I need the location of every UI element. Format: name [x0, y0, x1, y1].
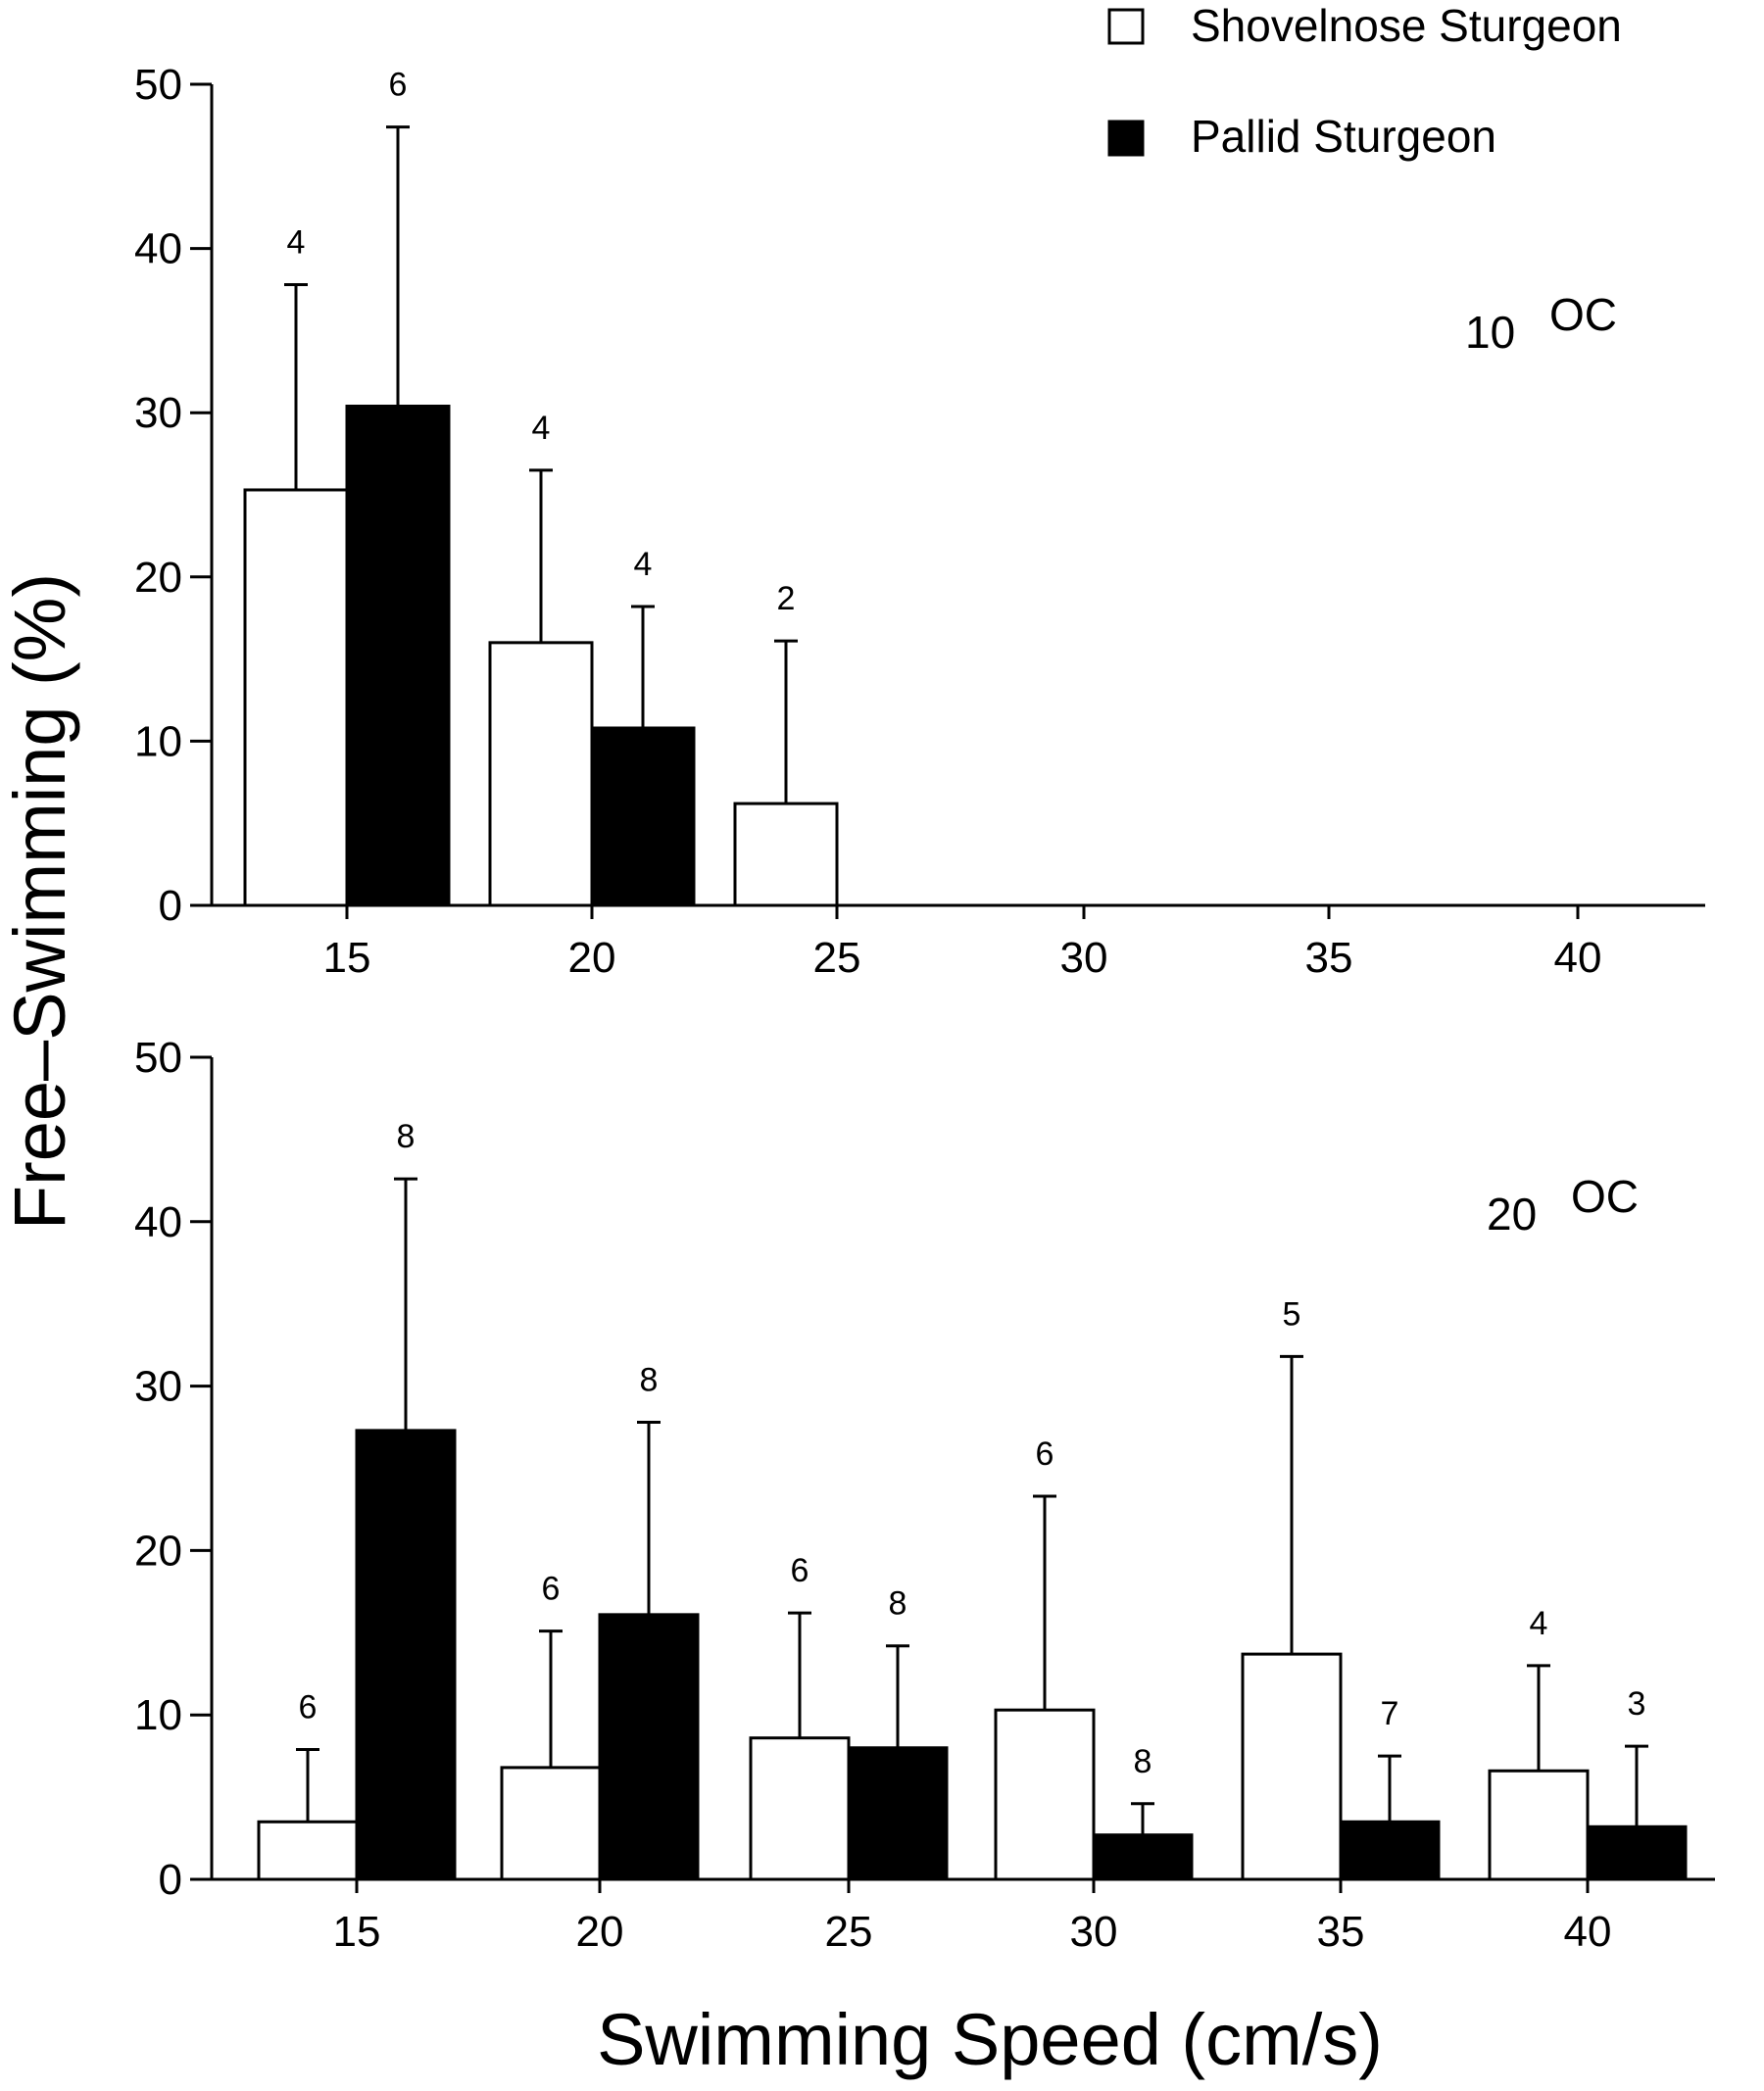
- panel-20c-plot: 0 10 20 30 40 50 15 20 25 30 35 40 6 6 6 6 5 4 8 8 8 8 7 3: [134, 1034, 1715, 1956]
- panel-20c-n-label-shovelnose: 4: [1530, 1605, 1548, 1642]
- panel-10c-x-tick-label: 40: [1554, 934, 1602, 982]
- legend-item-pallid: Pallid Sturgeon: [1107, 111, 1496, 162]
- panel-20c-bar-shovelnose: [1241, 1652, 1343, 1881]
- panel-20c-y-tick-label: 10: [134, 1691, 182, 1739]
- panel-20c-y-tick-label: 30: [134, 1363, 182, 1411]
- panel-20c-x-tick-label: 35: [1317, 1908, 1365, 1956]
- panel-10c-label: 10 OC: [1465, 289, 1617, 358]
- legend-label-shovelnose: Shovelnose Sturgeon: [1191, 0, 1622, 51]
- panel-10c-y-tick-label: 40: [134, 225, 182, 273]
- panel-20c-label-unit: OC: [1571, 1171, 1639, 1222]
- panel-10c-n-label-shovelnose: 4: [532, 410, 551, 447]
- panel-20c-n-label-pallid: 8: [640, 1362, 659, 1399]
- panel-20c-x-tick-label: 25: [825, 1908, 873, 1956]
- panel-10c-x-tick-label: 35: [1305, 934, 1353, 982]
- panel-10c-x-tick-label: 20: [568, 934, 616, 982]
- panel-10c-y-tick-label: 0: [159, 882, 182, 930]
- legend-label-pallid: Pallid Sturgeon: [1191, 111, 1496, 162]
- panel-10c-bar-pallid: [590, 726, 696, 907]
- panel-10c-label-value: 10: [1465, 307, 1515, 358]
- panel-10c-n-label-pallid: 4: [634, 546, 653, 583]
- panel-20c-n-label-pallid: 7: [1381, 1695, 1399, 1732]
- panel-10c-n-label-shovelnose: 4: [287, 223, 306, 261]
- panel-10c-y-tick-label: 20: [134, 554, 182, 602]
- panel-20c-bar-shovelnose: [500, 1766, 602, 1881]
- panel-20c-bar-shovelnose: [994, 1708, 1096, 1881]
- panel-10c-bar-pallid: [345, 404, 451, 907]
- panel-10c-n-label-pallid: 6: [389, 67, 408, 104]
- panel-20c-y-tick-label: 20: [134, 1527, 182, 1575]
- panel-20c-n-label-pallid: 8: [1134, 1743, 1152, 1780]
- panel-20c-n-label-shovelnose: 5: [1283, 1295, 1301, 1333]
- panel-20c-n-label-shovelnose: 6: [791, 1552, 809, 1589]
- panel-20c-bar-pallid: [1092, 1833, 1194, 1881]
- panel-20c-bar-shovelnose: [1488, 1769, 1590, 1881]
- x-axis-title: Swimming Speed (cm/s): [597, 1999, 1383, 2080]
- panel-20c-n-label-shovelnose: 6: [542, 1571, 561, 1608]
- panel-10c-y-tick-label: 50: [134, 61, 182, 109]
- panel-10c-n-label-shovelnose: 2: [777, 580, 796, 617]
- panel-10c-y-tick-label: 30: [134, 389, 182, 437]
- panel-20c-y-tick-label: 50: [134, 1034, 182, 1082]
- panel-10c-plot: 0 10 20 30 40 50 15 20 25 30 35 40 4 4 2 6 4: [134, 61, 1705, 982]
- panel-20c-bar-pallid: [847, 1746, 949, 1881]
- panel-20c-bar-shovelnose: [749, 1736, 851, 1881]
- panel-20c-bar-shovelnose: [257, 1820, 359, 1881]
- y-axis-title: Free–Swimming (%): [0, 573, 80, 1230]
- panel-20c-y-tick-label: 0: [159, 1856, 182, 1904]
- panel-20c-x-tick-label: 30: [1070, 1908, 1118, 1956]
- panel-20c-n-label-shovelnose: 6: [299, 1688, 318, 1726]
- legend: Shovelnose Sturgeon Pallid Sturgeon: [1107, 0, 1622, 162]
- panel-20c-x-tick-label: 40: [1564, 1908, 1612, 1956]
- panel-20c-bar-pallid: [1586, 1824, 1688, 1881]
- panel-20c-n-label-pallid: 3: [1628, 1685, 1646, 1723]
- panel-20c-x-tick-label: 15: [333, 1908, 381, 1956]
- panel-20c: 0 10 20 30 40 50 15 20 25 30 35 40 6 6 6 6 5 4 8 8 8 8 7 3 20 O…: [134, 1034, 1715, 1956]
- panel-10c-bar-shovelnose: [243, 488, 349, 907]
- panel-20c-bar-pallid: [598, 1613, 700, 1881]
- panel-20c-label: 20 OC: [1487, 1171, 1639, 1240]
- panel-10c-bar-shovelnose: [488, 641, 594, 907]
- panel-20c-bar-pallid: [355, 1429, 457, 1881]
- panel-20c-label-value: 20: [1487, 1189, 1537, 1240]
- panel-20c-n-label-pallid: 8: [397, 1118, 416, 1155]
- panel-10c-x-tick-label: 25: [813, 934, 861, 982]
- panel-20c-n-label-pallid: 8: [889, 1585, 907, 1623]
- panel-20c-x-tick-label: 20: [576, 1908, 624, 1956]
- panel-10c: 0 10 20 30 40 50 15 20 25 30 35 40 4 4 2 6 4 10 OC: [134, 61, 1705, 982]
- legend-item-shovelnose: Shovelnose Sturgeon: [1107, 0, 1622, 51]
- panel-10c-y-tick-label: 10: [134, 717, 182, 765]
- panel-10c-x-tick-label: 15: [323, 934, 371, 982]
- legend-swatch-pallid: [1107, 120, 1145, 157]
- panel-10c-x-tick-label: 30: [1060, 934, 1108, 982]
- panel-20c-y-tick-label: 40: [134, 1198, 182, 1246]
- panel-10c-bar-shovelnose: [733, 802, 839, 907]
- panel-20c-bar-pallid: [1339, 1820, 1441, 1881]
- panel-10c-label-unit: OC: [1549, 289, 1617, 340]
- legend-swatch-shovelnose: [1107, 8, 1145, 45]
- panel-20c-n-label-shovelnose: 6: [1036, 1435, 1054, 1473]
